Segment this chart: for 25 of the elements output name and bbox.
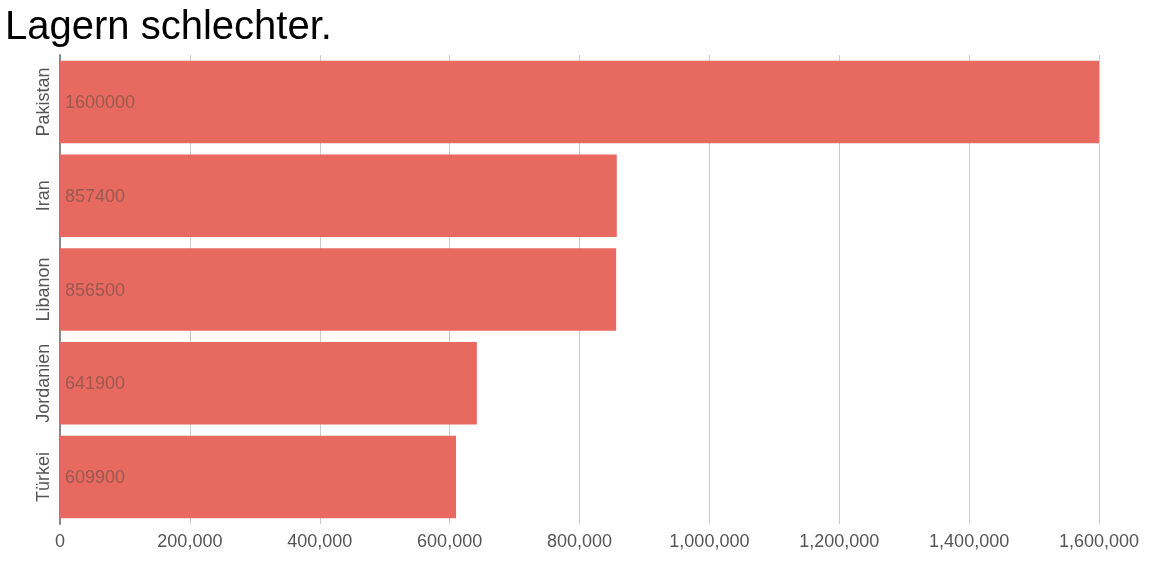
bar (60, 60, 1099, 144)
chart-title: Lagern schlechter. (5, 3, 332, 47)
x-tick-label: 600,000 (417, 531, 483, 551)
data-label: 609900 (65, 467, 126, 488)
y-tick-label: Libanon (33, 257, 53, 322)
x-tick-label: 200,000 (157, 531, 223, 551)
data-label: 641900 (65, 373, 126, 394)
y-tick-label: Iran (33, 180, 53, 212)
x-tick-label: 400,000 (287, 531, 353, 551)
bar (60, 248, 617, 331)
data-label: 857400 (65, 185, 126, 206)
bar (60, 342, 477, 425)
bar (60, 154, 617, 237)
x-tick-label: 800,000 (546, 531, 613, 551)
y-tick-label: Türkei (33, 452, 53, 503)
x-tick-label: 1,400,000 (929, 531, 1010, 551)
x-tick-label: 1,600,000 (1058, 531, 1140, 551)
bar (60, 435, 457, 519)
data-label: 1600000 (65, 91, 136, 112)
x-tick-label: 1,000,000 (669, 531, 750, 551)
y-tick-label: Pakistan (33, 67, 53, 137)
x-tick-label: 1,200,000 (799, 531, 880, 551)
x-tick-label: 0 (54, 531, 66, 551)
y-tick-label: Jordanien (33, 343, 53, 423)
data-label: 856500 (65, 279, 126, 300)
